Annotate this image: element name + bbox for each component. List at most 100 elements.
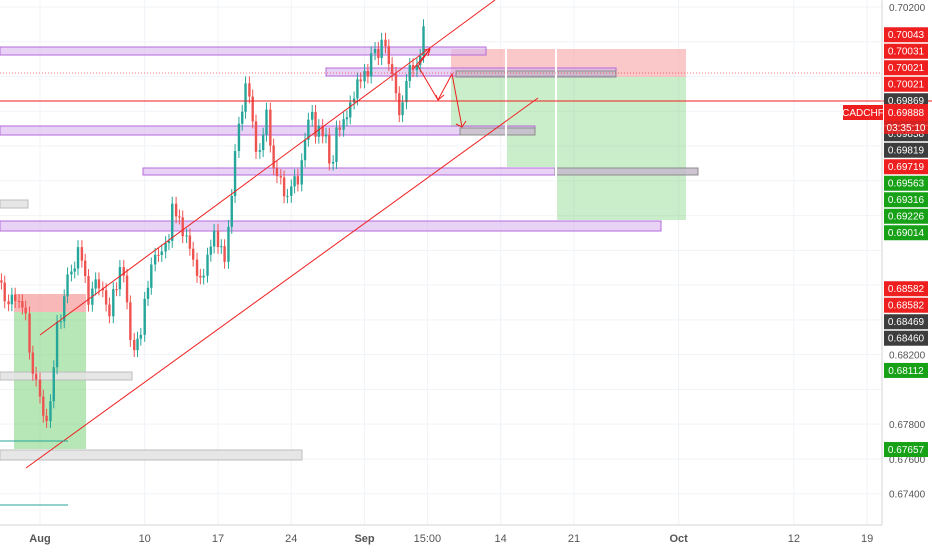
candle-body: [28, 313, 31, 353]
price-label-bg: [884, 314, 928, 330]
y-tick-label: 0.68200: [889, 351, 926, 362]
candle-body: [160, 251, 163, 255]
candle-body: [317, 126, 321, 137]
candle-body: [45, 415, 48, 422]
candle-body: [269, 109, 272, 146]
candle-body: [13, 294, 17, 302]
grey-zone: [554, 167, 699, 176]
short-position-profit: [557, 77, 686, 220]
candle-body: [401, 102, 404, 116]
short-position-profit: [451, 77, 506, 127]
price-label-bg: [884, 43, 928, 59]
candle-body: [408, 65, 411, 81]
price-label-bg: [884, 142, 928, 158]
price-label-bg: [884, 60, 928, 76]
price-label-bg: [884, 330, 928, 346]
candle-body: [282, 177, 286, 197]
candle-body: [150, 264, 153, 288]
x-tick-label: 14: [495, 533, 507, 545]
candle-body: [52, 367, 55, 402]
y-axis: 0.67400 0.67600 0.67800 0.68200 0.70200 0.700…: [884, 3, 928, 501]
support-zone: [0, 220, 662, 232]
candle-body: [314, 111, 317, 137]
candle-body: [49, 401, 52, 422]
candle-body: [42, 396, 45, 416]
candle-body: [296, 176, 300, 185]
candle-body: [34, 373, 38, 380]
candle-body: [122, 267, 125, 276]
candle-body: [390, 64, 394, 74]
arrow-head: [455, 120, 467, 128]
candle-body: [237, 123, 241, 152]
candle-body: [143, 298, 146, 335]
candle-body: [345, 117, 349, 120]
current-price-text: 0.69888: [888, 108, 925, 119]
price-label: 0.67657: [888, 445, 925, 456]
candle-body: [342, 119, 345, 130]
price-label: 0.69819: [888, 146, 925, 157]
y-tick-label: 0.67600: [889, 455, 926, 466]
candle-body: [369, 53, 373, 77]
candle-body: [171, 203, 174, 241]
candle-body: [233, 151, 237, 197]
candle-body: [108, 304, 111, 317]
candle-body: [335, 127, 338, 163]
candle-body: [209, 246, 213, 255]
price-label-bg: [884, 27, 928, 43]
candle-body: [195, 259, 199, 276]
candle-body: [405, 80, 408, 103]
candle-body: [398, 93, 401, 116]
candle-body: [21, 301, 24, 308]
candle-body: [174, 203, 178, 217]
candle-body: [94, 279, 97, 289]
grey-zone: [455, 70, 617, 78]
x-tick-label: 19: [861, 533, 873, 545]
candle-body: [3, 282, 6, 302]
current-price-label: 0.69888: [884, 104, 928, 121]
candle-body: [136, 338, 139, 351]
candle-body: [55, 321, 59, 368]
candle-body: [139, 334, 143, 339]
candle-body: [307, 119, 310, 140]
price-label-bg: [884, 208, 928, 224]
price-label-bg: [884, 192, 928, 208]
candle-body: [328, 134, 331, 164]
candle-body: [359, 79, 362, 82]
candle-body: [251, 96, 254, 122]
candle-body: [185, 235, 188, 237]
candle-body: [352, 98, 356, 103]
candle-body: [293, 176, 296, 187]
candle-body: [10, 294, 14, 305]
price-label: 0.69869: [888, 96, 925, 107]
candle-body: [157, 254, 160, 256]
x-tick-label: Aug: [29, 533, 50, 545]
candle-body: [331, 162, 335, 164]
candle-body: [164, 243, 167, 252]
candle-body: [311, 111, 314, 120]
x-tick-label: 17: [212, 533, 224, 545]
countdown-text: 03:35:10: [887, 123, 926, 134]
arrow-head: [435, 94, 445, 101]
price-label-bg: [884, 442, 928, 458]
zones-layer: [0, 46, 699, 461]
candle-body: [87, 276, 90, 305]
arrow-head: [423, 48, 431, 57]
drawings-layer: [0, 0, 932, 506]
candle-body: [411, 65, 415, 71]
grey-zone: [0, 449, 303, 461]
candle-body: [206, 254, 209, 276]
candle-body: [384, 39, 387, 47]
candle-body: [188, 235, 192, 249]
candle-body: [363, 70, 366, 82]
resistance-zone: [0, 46, 487, 56]
candle-body: [290, 186, 293, 196]
candle-body: [244, 83, 247, 112]
candle-body: [0, 280, 3, 283]
candle-body: [220, 246, 223, 248]
price-label: 0.68582: [888, 301, 925, 312]
candle-body: [63, 296, 66, 322]
candle-body: [272, 145, 275, 169]
candle-body: [300, 160, 303, 185]
